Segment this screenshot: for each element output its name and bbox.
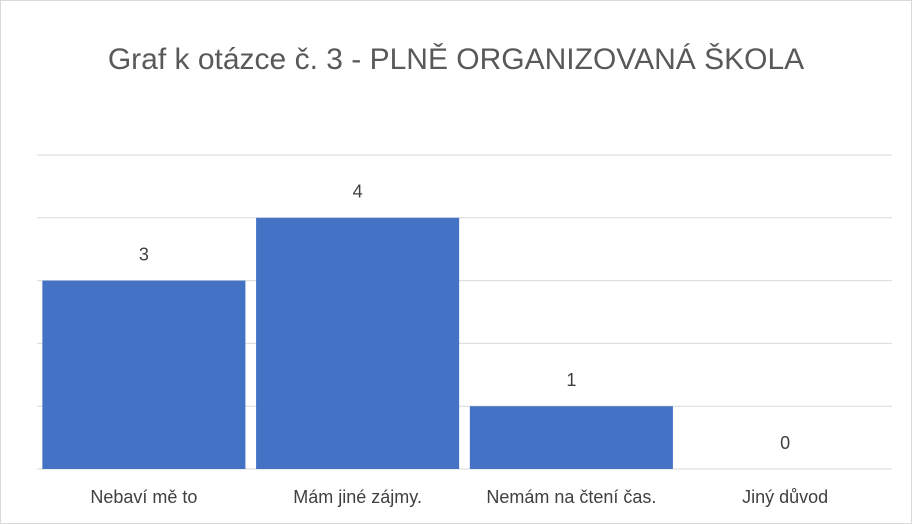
data-label: 3	[139, 244, 149, 264]
data-label: 1	[566, 370, 576, 390]
x-tick-label: Jiný důvod	[742, 487, 828, 507]
bar	[42, 280, 246, 469]
bar	[469, 406, 673, 469]
x-tick-label: Nebaví mě to	[90, 487, 197, 507]
bar	[256, 217, 460, 469]
x-tick-label: Nemám na čtení čas.	[486, 487, 656, 507]
data-label: 4	[353, 182, 363, 202]
data-label: 0	[780, 433, 790, 453]
x-tick-label: Mám jiné zájmy.	[293, 487, 422, 507]
chart-title: Graf k otázce č. 3 - PLNĚ ORGANIZOVANÁ Š…	[107, 43, 805, 76]
